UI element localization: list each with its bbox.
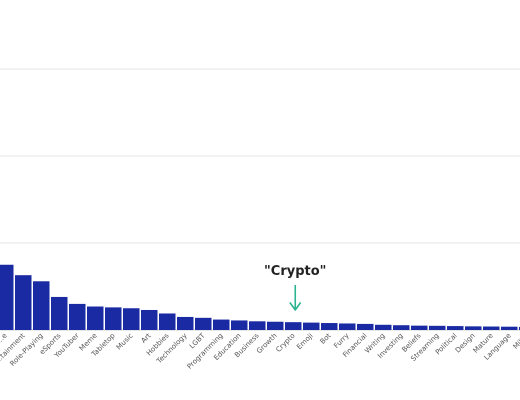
annotation-label: "Crypto" [264,264,326,279]
bar-6 [105,307,122,330]
bar-22 [393,325,410,330]
bar-10 [177,316,194,330]
bar-26 [465,326,482,330]
bar-23 [411,325,428,330]
bar-20 [357,323,374,330]
x-tick-label: Bot [319,332,333,346]
bar-17 [303,322,320,330]
bar-27 [483,326,500,330]
bar-14 [249,321,266,330]
bar-21 [375,324,392,330]
bar-7 [123,308,140,330]
bar-28 [501,326,518,330]
x-tick-label: …e [0,332,9,346]
bar-4 [69,303,86,330]
bar-12 [213,319,230,330]
bar-16 [285,322,302,330]
bar-15 [267,321,284,330]
x-tick-label: Art [140,332,153,345]
bar-3 [51,296,68,330]
x-tick-label: Music [115,332,135,352]
bar-19 [339,323,356,330]
x-tick-label: Mili… [512,332,520,351]
crypto-annotation: "Crypto" [264,264,326,311]
x-tick-label: Growth [255,332,279,356]
gridlines [0,68,520,331]
bar-8 [141,309,158,330]
bar-11 [195,317,212,330]
bar-9 [159,313,176,330]
x-tick-labels: …e…tainmentRole-PlayingeSportsYouTuberMe… [0,331,520,371]
bars [0,264,520,330]
bar-2 [33,281,50,330]
annotation-arrow-head [289,302,302,311]
x-tick-label: Emoji [295,332,314,351]
bar-13 [231,320,248,330]
bar-5 [87,306,104,330]
bar-0 [0,264,14,330]
bar-25 [447,326,464,330]
bar-1 [15,275,32,330]
bar-24 [429,325,446,330]
x-tick-label: Crypto [274,332,296,354]
bar-18 [321,323,338,330]
